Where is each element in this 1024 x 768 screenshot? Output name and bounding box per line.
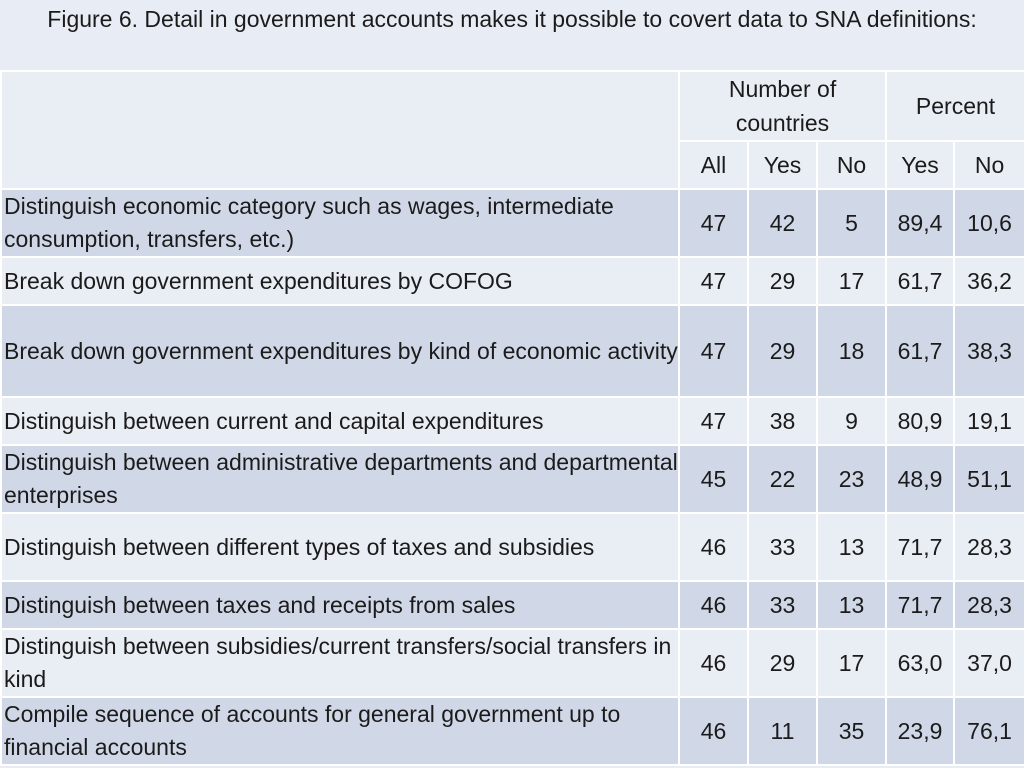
header-yes-count: Yes	[747, 140, 818, 190]
cell-pct-yes: 80,9	[885, 396, 956, 446]
cell-yes: 38	[747, 396, 818, 446]
cell-no: 17	[815, 256, 888, 306]
cell-no: 17	[815, 628, 888, 698]
cell-all: 45	[678, 444, 749, 514]
cell-yes: 33	[747, 512, 818, 582]
cell-pct-yes: 23,9	[885, 696, 956, 766]
header-yes-percent: Yes	[885, 140, 956, 190]
cell-no: 23	[815, 444, 888, 514]
table-row: Distinguish between different types of t…	[0, 512, 1024, 582]
header-all: All	[678, 140, 749, 190]
row-label: Distinguish between administrative depar…	[0, 444, 680, 514]
header-number-of-countries: Number of countries	[677, 70, 888, 142]
cell-pct-no: 10,6	[953, 188, 1024, 258]
header-no-count: No	[815, 140, 888, 190]
cell-pct-no: 28,3	[953, 580, 1024, 630]
header-percent: Percent	[885, 70, 1024, 142]
row-label: Compile sequence of accounts for general…	[0, 696, 680, 766]
row-label: Distinguish between current and capital …	[0, 396, 680, 446]
table-row: Break down government expenditures by CO…	[0, 256, 1024, 306]
row-label: Distinguish between taxes and receipts f…	[0, 580, 680, 630]
row-label: Distinguish economic category such as wa…	[0, 188, 680, 258]
cell-pct-yes: 71,7	[885, 580, 956, 630]
cell-pct-no: 51,1	[953, 444, 1024, 514]
cell-pct-yes: 71,7	[885, 512, 956, 582]
cell-pct-no: 37,0	[953, 628, 1024, 698]
cell-no: 13	[815, 512, 888, 582]
table-row: Compile sequence of accounts for general…	[0, 696, 1024, 766]
cell-no: 18	[815, 304, 888, 398]
cell-pct-yes: 89,4	[885, 188, 956, 258]
cell-yes: 29	[747, 256, 818, 306]
cell-all: 46	[678, 512, 749, 582]
row-label: Distinguish between subsidies/current tr…	[0, 628, 680, 698]
cell-pct-no: 36,2	[953, 256, 1024, 306]
cell-pct-no: 28,3	[953, 512, 1024, 582]
cell-pct-yes: 48,9	[885, 444, 956, 514]
data-table: Number of countries Percent All Yes No Y…	[0, 70, 1024, 766]
cell-pct-yes: 63,0	[885, 628, 956, 698]
cell-yes: 33	[747, 580, 818, 630]
cell-pct-yes: 61,7	[885, 304, 956, 398]
table-row: Distinguish economic category such as wa…	[0, 188, 1024, 258]
cell-yes: 11	[747, 696, 818, 766]
cell-pct-no: 38,3	[953, 304, 1024, 398]
figure-title: Figure 6. Detail in government accounts …	[0, 0, 1024, 70]
table-row: Distinguish between subsidies/current tr…	[0, 628, 1024, 698]
row-label: Break down government expenditures by ki…	[0, 304, 680, 398]
header-no-percent: No	[953, 140, 1024, 190]
cell-all: 47	[678, 188, 749, 258]
header-blank-cell	[0, 70, 680, 190]
cell-yes: 22	[747, 444, 818, 514]
cell-all: 46	[678, 580, 749, 630]
table-row: Distinguish between current and capital …	[0, 396, 1024, 446]
cell-no: 35	[815, 696, 888, 766]
cell-all: 46	[678, 628, 749, 698]
row-label: Distinguish between different types of t…	[0, 512, 680, 582]
cell-all: 47	[678, 396, 749, 446]
cell-all: 47	[678, 304, 749, 398]
cell-all: 47	[678, 256, 749, 306]
table-row: Distinguish between administrative depar…	[0, 444, 1024, 514]
table-row: Break down government expenditures by ki…	[0, 304, 1024, 398]
cell-pct-yes: 61,7	[885, 256, 956, 306]
table-row: Distinguish between taxes and receipts f…	[0, 580, 1024, 630]
cell-no: 13	[815, 580, 888, 630]
cell-no: 5	[815, 188, 888, 258]
cell-pct-no: 19,1	[953, 396, 1024, 446]
cell-yes: 29	[747, 304, 818, 398]
cell-pct-no: 76,1	[953, 696, 1024, 766]
cell-all: 46	[678, 696, 749, 766]
cell-yes: 29	[747, 628, 818, 698]
cell-yes: 42	[747, 188, 818, 258]
row-label: Break down government expenditures by CO…	[0, 256, 680, 306]
cell-no: 9	[815, 396, 888, 446]
